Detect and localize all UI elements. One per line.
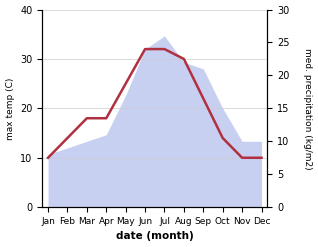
Y-axis label: med. precipitation (kg/m2): med. precipitation (kg/m2) (303, 48, 313, 169)
X-axis label: date (month): date (month) (116, 231, 194, 242)
Y-axis label: max temp (C): max temp (C) (5, 77, 15, 140)
